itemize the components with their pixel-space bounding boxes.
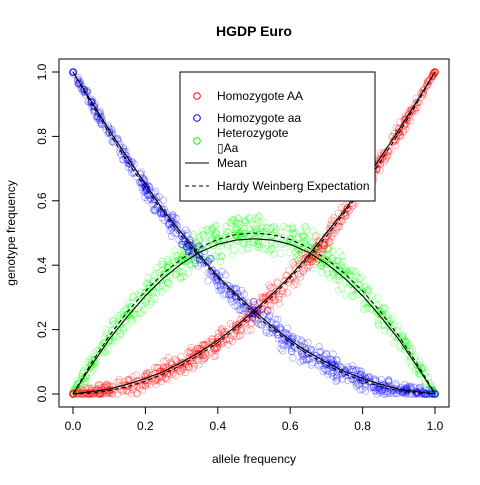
- y-tick-label: 0.8: [35, 128, 49, 145]
- legend: Homozygote AA Homozygote aa Heterozygote…: [180, 72, 375, 201]
- data-point: [286, 249, 293, 256]
- chart-title: HGDP Euro: [216, 23, 292, 39]
- x-tick-label: 0.8: [354, 419, 371, 433]
- x-tick-label: 0.4: [209, 419, 226, 433]
- x-tick-label: 0.6: [282, 419, 299, 433]
- y-tick-label: 0.4: [35, 257, 49, 274]
- data-point: [168, 233, 175, 240]
- y-tick-label: 0.0: [35, 385, 49, 402]
- data-point: [343, 292, 350, 299]
- legend-label-het: Heterozygote: [217, 126, 289, 140]
- data-point: [290, 355, 297, 362]
- x-tick-label: 0.0: [65, 419, 82, 433]
- y-tick-label: 1.0: [35, 63, 49, 80]
- data-point: [160, 197, 167, 204]
- data-point: [277, 250, 284, 257]
- data-point: [280, 223, 287, 230]
- legend-label-aa-lower: Homozygote aa: [217, 111, 301, 125]
- y-axis-label: genotype frequency: [4, 180, 18, 285]
- y-tick-label: 0.2: [35, 321, 49, 338]
- x-tick-label: 1.0: [427, 419, 444, 433]
- x-axis: 0.0 0.2 0.4 0.6 0.8 1.0: [65, 407, 444, 433]
- data-point: [391, 340, 398, 347]
- legend-label-het-line2: ▯Aa: [217, 141, 239, 155]
- legend-label-aa-upper: Homozygote AA: [217, 89, 303, 103]
- legend-label-mean: Mean: [217, 156, 247, 170]
- data-point: [205, 278, 212, 285]
- x-tick-label: 0.2: [137, 419, 154, 433]
- data-point: [358, 274, 365, 281]
- y-tick-label: 0.6: [35, 192, 49, 209]
- x-axis-label: allele frequency: [212, 452, 296, 466]
- y-axis: 0.0 0.2 0.4 0.6 0.8 1.0: [35, 63, 59, 402]
- legend-label-hwe: Hardy Weinberg Expectation: [217, 179, 370, 193]
- data-point: [145, 275, 152, 282]
- data-point: [276, 300, 283, 307]
- data-point: [305, 339, 312, 346]
